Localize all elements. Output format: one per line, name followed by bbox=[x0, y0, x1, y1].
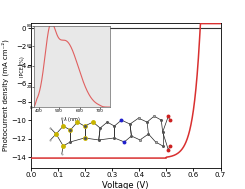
X-axis label: Voltage (V): Voltage (V) bbox=[102, 181, 149, 189]
Y-axis label: Photocurrent density (mA cm⁻²): Photocurrent density (mA cm⁻²) bbox=[1, 40, 9, 151]
